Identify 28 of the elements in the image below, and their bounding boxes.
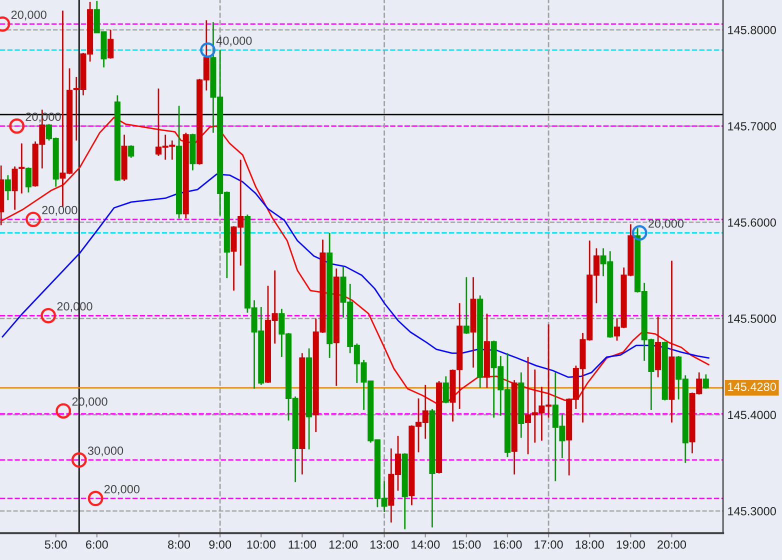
y-tick-label: 145.7000 — [728, 122, 776, 130]
y-tick-label: 145.6000 — [728, 218, 776, 227]
x-tick-label: 11:00 — [288, 540, 316, 549]
annotation: 20,000 — [11, 10, 46, 20]
y-tick-label: 145.5000 — [728, 314, 776, 323]
y-tick-label: 145.4000 — [728, 410, 776, 420]
annotation: 20,000 — [104, 485, 140, 495]
x-tick-label: 17:00 — [534, 540, 563, 549]
x-tick-label: 15:00 — [452, 540, 481, 549]
annotation: 30,000 — [88, 446, 124, 456]
x-tick-label: 18:00 — [576, 540, 604, 549]
x-tick-label: 9:00 — [209, 540, 232, 549]
x-tick-label: 5:00 — [44, 540, 67, 549]
x-tick-label: 6:00 — [86, 540, 108, 549]
ref-line-label: 145.4280 — [728, 382, 776, 391]
x-tick-label: 10:00 — [247, 540, 276, 549]
x-tick-label: 12:00 — [329, 540, 358, 549]
annotation: 20,000 — [42, 206, 78, 216]
x-tick-label: 20:00 — [658, 540, 686, 549]
x-tick-label: 19:00 — [616, 540, 645, 549]
annotation: 20,000 — [648, 219, 684, 230]
x-tick-label: 16:00 — [494, 540, 522, 549]
y-tick-label: 145.8000 — [728, 26, 776, 34]
x-tick-label: 14:00 — [411, 540, 440, 549]
x-tick-label: 13:00 — [370, 540, 399, 549]
y-tick-label: 145.3000 — [728, 507, 776, 516]
annotation: 40,000 — [216, 36, 252, 46]
x-tick-label: 8:00 — [168, 540, 190, 549]
